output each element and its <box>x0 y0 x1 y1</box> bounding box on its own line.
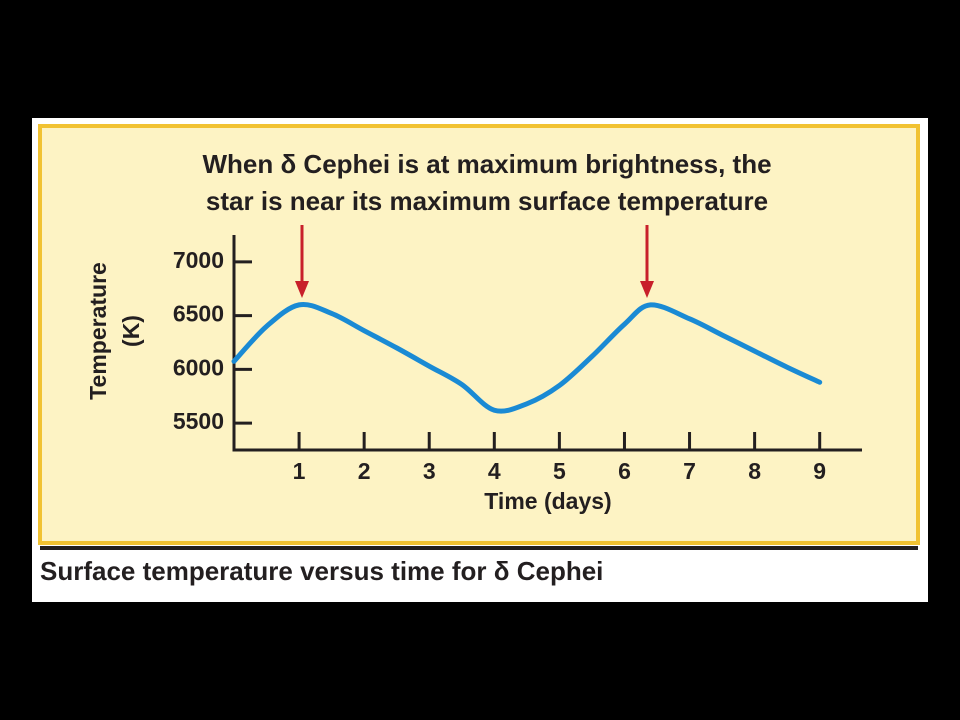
x-tick-label: 9 <box>813 458 826 484</box>
x-tick-label: 6 <box>618 458 631 484</box>
arrow-head <box>640 281 654 298</box>
arrow-head <box>295 281 309 298</box>
x-tick-label: 5 <box>553 458 566 484</box>
y-tick-label: 5500 <box>173 408 224 434</box>
y-tick-label: 6000 <box>173 354 224 380</box>
temperature-curve <box>231 301 823 414</box>
x-tick-label: 7 <box>683 458 696 484</box>
y-tick-label: 6500 <box>173 301 224 327</box>
x-tick-label: 3 <box>423 458 436 484</box>
chart-title: star is near its maximum surface tempera… <box>206 186 768 216</box>
arrows <box>295 225 654 298</box>
plot-frame <box>38 124 920 545</box>
x-axis-label: Time (days) <box>484 488 611 514</box>
x-tick-label: 2 <box>358 458 371 484</box>
chart-title: When δ Cephei is at maximum brightness, … <box>202 149 771 179</box>
y-axis-label: Temperature <box>85 262 111 400</box>
caption: Surface temperature versus time for δ Ce… <box>40 556 603 586</box>
y-axis-label: (K) <box>118 315 144 347</box>
x-tick-label: 4 <box>488 458 501 484</box>
y-tick-label: 7000 <box>173 247 224 273</box>
x-tick-label: 8 <box>748 458 761 484</box>
divider <box>40 546 918 550</box>
x-tick-label: 1 <box>293 458 306 484</box>
